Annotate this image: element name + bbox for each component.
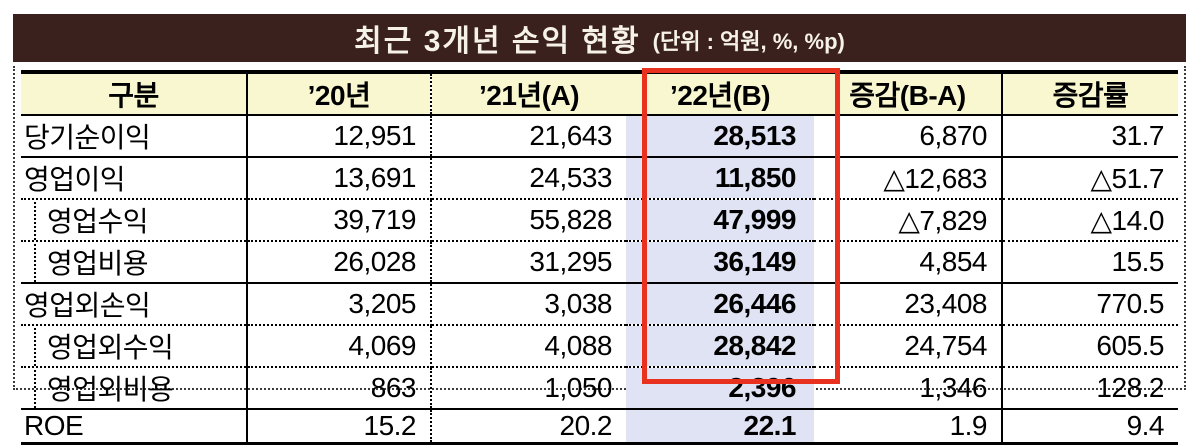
data-cell: △12,683 — [814, 157, 1003, 200]
row-label: 당기순이익 — [21, 115, 248, 158]
data-cell: 1,050 — [431, 367, 626, 410]
data-cell-highlighted: 28,513 — [626, 115, 814, 158]
data-cell-highlighted: 26,446 — [626, 283, 814, 326]
table-row-roe: ROE 15.2 20.2 22.1 1.9 9.4 — [21, 409, 1178, 445]
profit-loss-table: 구분 ’20년 ’21년(A) ’22년(B) 증감(B-A) 증감률 당기순이… — [21, 70, 1178, 445]
data-cell: 4,088 — [431, 325, 626, 368]
data-cell: 39,719 — [247, 199, 432, 242]
data-cell: 15.5 — [1002, 241, 1178, 284]
col-header-year-2021-a: ’21년(A) — [431, 72, 626, 116]
data-cell: 6,870 — [814, 115, 1003, 158]
col-header-change-b-a: 증감(B-A) — [814, 72, 1003, 116]
data-cell: 863 — [247, 367, 432, 410]
data-cell: 12,951 — [247, 115, 432, 158]
row-label: 영업외손익 — [21, 283, 248, 326]
col-header-category: 구분 — [21, 72, 248, 116]
row-label: ROE — [21, 409, 248, 445]
table-row-net-income: 당기순이익 12,951 21,643 28,513 6,870 31.7 — [21, 115, 1178, 158]
data-cell: 1.9 — [814, 409, 1003, 445]
table-unit-note: (단위 : 억원, %, %p) — [652, 28, 845, 54]
table-row-non-operating-revenue: 영업외수익 4,069 4,088 28,842 24,754 605.5 — [21, 325, 1178, 368]
data-cell-highlighted: 11,850 — [626, 157, 814, 200]
row-label-indented: 영업비용 — [21, 241, 248, 284]
data-cell: 13,691 — [247, 157, 432, 200]
table-row-operating-profit: 영업이익 13,691 24,533 11,850 △12,683 △51.7 — [21, 157, 1178, 200]
data-cell: 21,643 — [431, 115, 626, 158]
data-cell: 24,754 — [814, 325, 1003, 368]
data-cell: 15.2 — [247, 409, 432, 445]
table-row-non-operating-expenses: 영업외비용 863 1,050 2,396 1,346 128.2 — [21, 367, 1178, 410]
data-cell: 3,205 — [247, 283, 432, 326]
col-header-year-2022-b: ’22년(B) — [626, 72, 814, 116]
data-cell: 605.5 — [1002, 325, 1178, 368]
data-cell: 31,295 — [431, 241, 626, 284]
data-cell: 9.4 — [1002, 409, 1178, 445]
data-cell: 23,408 — [814, 283, 1003, 326]
col-header-year-2020: ’20년 — [247, 72, 432, 116]
data-cell-highlighted: 28,842 — [626, 325, 814, 368]
page: { "title": { "main": "최근 3개년 손익 현황", "un… — [13, 14, 1186, 445]
data-cell-highlighted: 47,999 — [626, 199, 814, 242]
row-label-indented: 영업수익 — [21, 199, 248, 242]
data-cell-highlighted: 22.1 — [626, 409, 814, 445]
col-header-change-rate: 증감률 — [1002, 72, 1178, 116]
data-cell: 20.2 — [431, 409, 626, 445]
header-row: 구분 ’20년 ’21년(A) ’22년(B) 증감(B-A) 증감률 — [21, 72, 1178, 116]
data-cell: △14.0 — [1002, 199, 1178, 242]
data-cell: 1,346 — [814, 367, 1003, 410]
data-cell: 128.2 — [1002, 367, 1178, 410]
data-cell: 3,038 — [431, 283, 626, 326]
data-cell: △51.7 — [1002, 157, 1178, 200]
table-row-operating-expenses: 영업비용 26,028 31,295 36,149 4,854 15.5 — [21, 241, 1178, 284]
data-cell: 4,854 — [814, 241, 1003, 284]
data-cell: 31.7 — [1002, 115, 1178, 158]
table-row-non-operating-income: 영업외손익 3,205 3,038 26,446 23,408 770.5 — [21, 283, 1178, 326]
data-cell: 24,533 — [431, 157, 626, 200]
data-cell: 770.5 — [1002, 283, 1178, 326]
table-row-operating-revenue: 영업수익 39,719 55,828 47,999 △7,829 △14.0 — [21, 199, 1178, 242]
table-title: 최근 3개년 손익 현황 — [354, 25, 641, 58]
data-cell-highlighted: 36,149 — [626, 241, 814, 284]
data-cell: 26,028 — [247, 241, 432, 284]
data-cell: △7,829 — [814, 199, 1003, 242]
table-title-bar: 최근 3개년 손익 현황 (단위 : 억원, %, %p) — [13, 14, 1186, 62]
data-cell: 55,828 — [431, 199, 626, 242]
row-label-indented: 영업외수익 — [21, 325, 248, 368]
data-cell-highlighted: 2,396 — [626, 367, 814, 410]
row-label-indented: 영업외비용 — [21, 367, 248, 410]
row-label: 영업이익 — [21, 157, 248, 200]
data-cell: 4,069 — [247, 325, 432, 368]
